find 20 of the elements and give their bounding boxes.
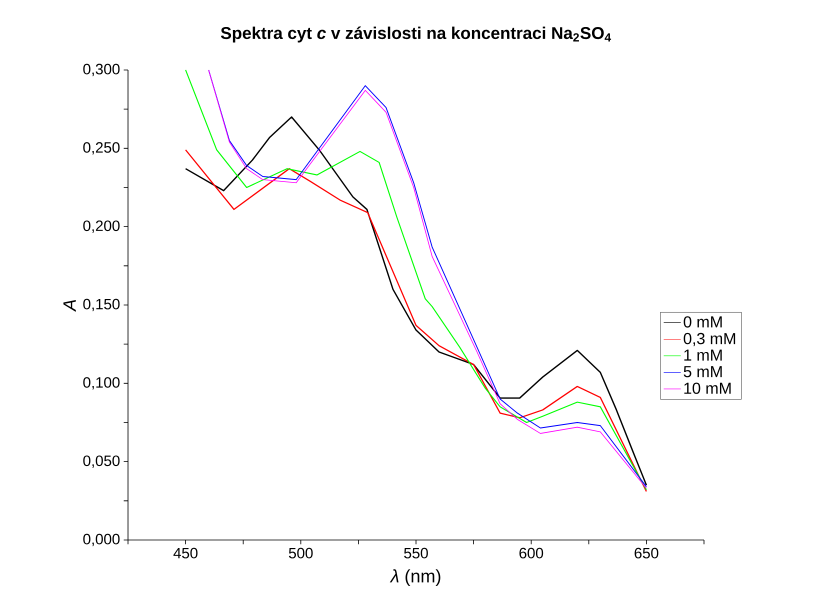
y-tick-label: 0,250: [83, 142, 120, 155]
y-tick-label: 0,050: [83, 455, 120, 468]
legend-label: 5 mM: [684, 366, 722, 378]
legend-label: 1 mM: [684, 350, 722, 361]
y-tick-label: 0,000: [83, 534, 120, 546]
legend-label: 0 mM: [684, 316, 722, 328]
y-tick-label: 0,200: [83, 220, 120, 233]
x-tick-label: 600: [519, 548, 544, 558]
chart-title: Spektra cyt c v závislosti na koncentraci Na$_{2}$SO$_{4}$: [220, 26, 612, 42]
y-tick-label: 0,100: [83, 377, 120, 390]
x-tick-label: 550: [404, 548, 428, 558]
x-tick-label: 450: [173, 548, 198, 558]
legend-label: 0,3 mM: [684, 332, 736, 346]
x-tick-label: 650: [634, 548, 658, 558]
legend-label: 10 mM: [684, 382, 731, 394]
y-axis-title: A: [63, 300, 76, 312]
x-axis-title: λ (nm): [390, 569, 440, 586]
y-tick-label: 0,150: [83, 298, 120, 312]
y-tick-label: 0,300: [83, 64, 120, 76]
x-tick-label: 500: [288, 548, 313, 558]
